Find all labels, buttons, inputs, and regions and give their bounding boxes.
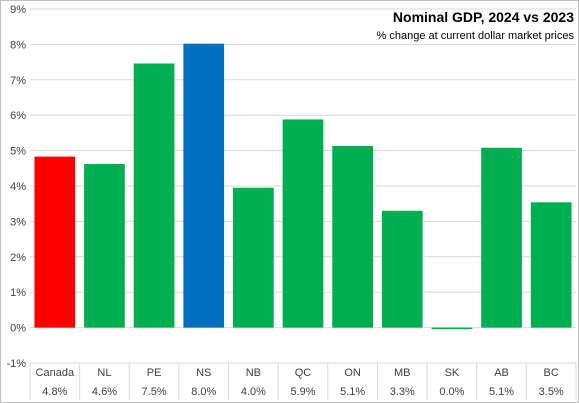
bar-nl bbox=[84, 164, 125, 328]
x-category-label: SK bbox=[445, 367, 460, 379]
x-axis: Canada 4.8% NL 4.6% PE 7.5% NS 8.0% NB 4.0% QC 5.9%… bbox=[29, 363, 577, 400]
y-tick-label: 0% bbox=[10, 323, 26, 335]
value-label: 7.5% bbox=[142, 386, 167, 398]
chart-title: Nominal GDP, 2024 vs 2023 bbox=[393, 9, 574, 25]
value-label: 5.1% bbox=[489, 386, 514, 398]
y-tick-label: 6% bbox=[10, 110, 26, 122]
y-tick-label: 5% bbox=[10, 146, 26, 158]
bar-qc bbox=[282, 119, 324, 328]
x-category-label: NS bbox=[196, 367, 211, 379]
bar-nb bbox=[233, 187, 274, 328]
bar-ab bbox=[481, 147, 522, 328]
value-label: 4.6% bbox=[92, 386, 117, 398]
bar-sk bbox=[431, 327, 473, 330]
bar-on bbox=[332, 145, 373, 328]
value-label: 4.0% bbox=[241, 386, 266, 398]
x-category-label: Canada bbox=[36, 367, 75, 379]
y-tick-label: 1% bbox=[10, 287, 26, 299]
bar-ns bbox=[183, 43, 225, 328]
bar-canada bbox=[34, 156, 76, 328]
y-tick-label: 3% bbox=[10, 216, 26, 228]
x-category-label: ON bbox=[344, 367, 361, 379]
bars bbox=[34, 43, 572, 330]
bar-mb bbox=[381, 210, 423, 328]
x-category-label: MB bbox=[394, 367, 411, 379]
value-label: 3.5% bbox=[539, 386, 564, 398]
x-category-label: PE bbox=[147, 367, 162, 379]
x-category-label: AB bbox=[494, 367, 509, 379]
value-label: 0.0% bbox=[439, 386, 464, 398]
value-label: 4.8% bbox=[42, 386, 67, 398]
y-tick-label: 8% bbox=[10, 39, 26, 51]
y-tick-label: 2% bbox=[10, 252, 26, 264]
x-category-label: NB bbox=[246, 367, 261, 379]
x-category-label: BC bbox=[544, 367, 559, 379]
y-tick-label: 7% bbox=[10, 75, 26, 87]
y-tick-label: 9% bbox=[10, 4, 26, 16]
value-label: 8.0% bbox=[191, 386, 216, 398]
bar-pe bbox=[133, 63, 175, 328]
value-label: 3.3% bbox=[390, 386, 415, 398]
y-tick-label: 4% bbox=[10, 181, 26, 193]
chart-subtitle: % change at current dollar market prices bbox=[377, 30, 575, 42]
value-label: 5.9% bbox=[290, 386, 315, 398]
y-tick-label: -1% bbox=[6, 358, 26, 370]
value-label: 5.1% bbox=[340, 386, 365, 398]
x-category-label: QC bbox=[295, 367, 312, 379]
bar-bc bbox=[530, 202, 572, 328]
x-category-label: NL bbox=[97, 367, 111, 379]
